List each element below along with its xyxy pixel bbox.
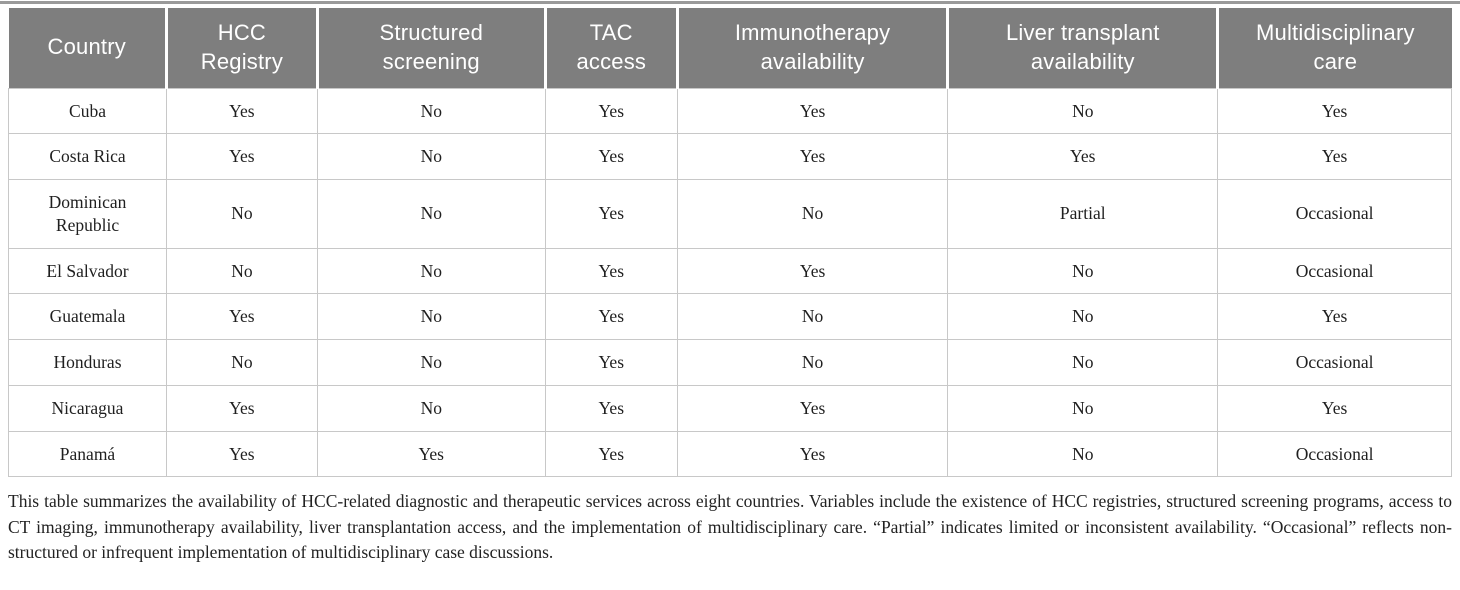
value-cell: No [947,339,1219,386]
column-header: Immunotherapy availability [675,8,948,88]
value-cell: Yes [166,384,318,432]
value-cell: No [947,430,1219,478]
value-cell: Yes [544,179,678,249]
table-row: El Salvador No No Yes Yes No Occasional [8,247,1452,295]
value-cell: No [676,293,949,340]
value-cell: Occasional [1217,339,1452,386]
value-cell: No [947,87,1219,135]
value-cell: Yes [544,87,678,135]
value-cell: Yes [1217,133,1452,180]
table-row: Nicaragua Yes No Yes Yes No Yes [8,384,1452,432]
value-cell: Yes [947,133,1219,180]
country-cell: Costa Rica [8,133,167,180]
column-header: Structured screening [315,8,546,88]
table-row: Dominican Republic No No Yes No Partial Occasi… [8,179,1452,249]
value-cell: No [316,293,546,340]
country-cell: El Salvador [8,247,167,295]
column-header: Country [8,8,167,88]
value-cell: Yes [544,133,678,180]
column-header: Liver transplant availability [946,8,1218,88]
table-row: Panamá Yes Yes Yes Yes No Occasional [8,430,1452,478]
value-cell: No [947,384,1219,432]
table-row: Costa Rica Yes No Yes Yes Yes Yes [8,133,1452,180]
country-cell: Dominican Republic [8,179,167,249]
value-cell: Occasional [1217,179,1452,249]
value-cell: Yes [544,339,678,386]
value-cell: Partial [947,179,1219,249]
country-cell: Nicaragua [8,384,167,432]
value-cell: No [676,179,949,249]
table-body: Cuba Yes No Yes Yes No Yes Costa Rica Yes No Yes Ye… [8,87,1452,478]
value-cell: No [947,247,1219,295]
value-cell: No [947,293,1219,340]
value-cell: Occasional [1217,247,1452,295]
header-row: Country HCC Registry Structured screening T… [8,8,1452,88]
table-container: Country HCC Registry Structured screening T… [8,8,1452,478]
value-cell: Yes [676,384,949,432]
value-cell: Yes [544,293,678,340]
country-cell: Honduras [8,339,167,386]
value-cell: Yes [166,133,318,180]
value-cell: No [316,384,546,432]
value-cell: Yes [544,384,678,432]
value-cell: Yes [316,430,546,478]
value-cell: Yes [544,430,678,478]
value-cell: Yes [166,87,318,135]
country-cell: Panamá [8,430,167,478]
column-header: Multidisciplinary care [1216,8,1452,88]
column-header: HCC Registry [165,8,318,88]
value-cell: Yes [1217,384,1452,432]
value-cell: Yes [544,247,678,295]
value-cell: No [316,87,546,135]
value-cell: Yes [166,293,318,340]
value-cell: Yes [676,247,949,295]
value-cell: No [316,247,546,295]
value-cell: No [316,339,546,386]
country-cell: Cuba [8,87,167,135]
value-cell: Yes [1217,293,1452,340]
value-cell: No [316,133,546,180]
value-cell: Yes [676,133,949,180]
value-cell: No [676,339,949,386]
figure-top-rule [0,1,1460,4]
value-cell: Yes [676,87,949,135]
hcc-services-table: Country HCC Registry Structured screening T… [8,8,1452,478]
value-cell: Occasional [1217,430,1452,478]
column-header: TAC access [543,8,678,88]
value-cell: Yes [676,430,949,478]
value-cell: No [166,247,318,295]
value-cell: No [316,179,546,249]
table-header: Country HCC Registry Structured screening T… [8,8,1452,88]
country-cell: Guatemala [8,293,167,340]
value-cell: Yes [166,430,318,478]
value-cell: No [166,179,318,249]
table-row: Honduras No No Yes No No Occasional [8,339,1452,386]
value-cell: Yes [1217,87,1452,135]
value-cell: No [166,339,318,386]
table-row: Cuba Yes No Yes Yes No Yes [8,87,1452,135]
table-row: Guatemala Yes No Yes No No Yes [8,293,1452,340]
table-footnote: This table summarizes the availability o… [8,491,1452,562]
